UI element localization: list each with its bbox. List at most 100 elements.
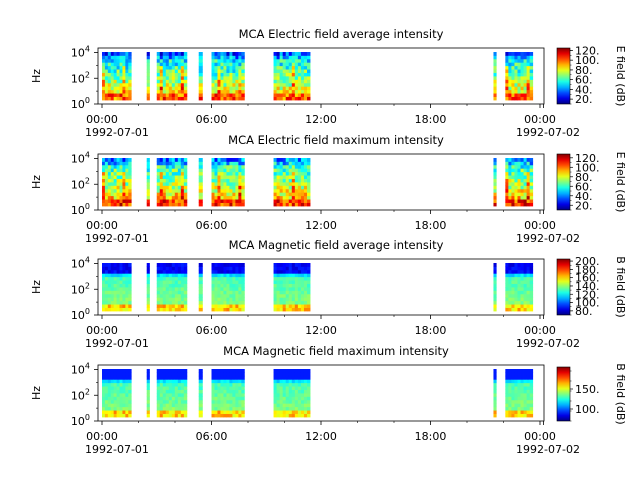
heatmap-cell: [238, 396, 242, 401]
heatmap-cell: [104, 158, 109, 162]
heatmap-cell: [180, 393, 185, 397]
heatmap-cell: [529, 185, 534, 190]
heatmap-cell: [273, 86, 277, 91]
heatmap-cell: [303, 300, 308, 305]
heatmap-cell: [517, 276, 521, 281]
heatmap-cell: [511, 52, 515, 56]
heatmap-cell: [128, 369, 132, 373]
heatmap-cell: [122, 195, 126, 200]
heatmap-cell: [177, 171, 182, 176]
heatmap-cell: [288, 171, 293, 176]
heatmap-cell: [171, 89, 176, 94]
heatmap-cell: [183, 79, 188, 84]
heatmap-cell: [180, 62, 185, 67]
heatmap-cell: [211, 65, 215, 70]
heatmap-cell: [214, 62, 218, 67]
heatmap-cell: [291, 307, 296, 312]
heatmap-cell: [493, 403, 497, 408]
heatmap-cell: [119, 273, 123, 278]
heatmap-cell: [110, 72, 115, 77]
heatmap-cell: [220, 52, 224, 56]
heatmap-cell: [223, 276, 227, 281]
heatmap-cell: [226, 300, 230, 305]
heatmap-cell: [238, 171, 242, 176]
heatmap-cell: [529, 89, 534, 94]
heatmap-cell: [220, 283, 224, 288]
heatmap-cell: [282, 393, 287, 397]
x-tick-label: 00:00: [524, 219, 556, 232]
heatmap-cell: [168, 195, 173, 200]
heatmap-cell: [177, 293, 182, 298]
heatmap-cell: [493, 379, 497, 384]
heatmap-cell: [232, 382, 236, 387]
heatmap-cell: [171, 413, 176, 418]
heatmap-cell: [226, 79, 230, 84]
heatmap-cell: [128, 182, 132, 186]
heatmap-cell: [198, 297, 203, 302]
heatmap-cell: [104, 65, 109, 70]
heatmap-cell: [511, 382, 515, 387]
heatmap-cell: [523, 188, 528, 193]
heatmap-cell: [514, 178, 518, 183]
heatmap-cell: [238, 399, 242, 404]
heatmap-cell: [146, 399, 150, 404]
heatmap-cell: [128, 406, 132, 411]
heatmap-cell: [285, 185, 290, 190]
heatmap-cell: [146, 62, 150, 67]
heatmap-cell: [493, 300, 497, 305]
heatmap-cell: [168, 178, 173, 183]
heatmap-cell: [235, 72, 239, 77]
heatmap-cell: [508, 287, 512, 291]
heatmap-cell: [220, 263, 224, 267]
heatmap-cell: [180, 375, 185, 380]
heatmap-cell: [113, 202, 117, 207]
heatmap-cell: [104, 406, 109, 411]
heatmap-cell: [156, 158, 161, 162]
heatmap-cell: [505, 79, 509, 84]
heatmap-cell: [511, 76, 515, 80]
x-tick-label: 00:00: [86, 113, 118, 126]
heatmap-cell: [156, 168, 161, 173]
heatmap-cell: [168, 65, 173, 70]
heatmap-cell: [297, 52, 302, 56]
heatmap-cell: [273, 379, 277, 384]
heatmap-cell: [307, 393, 311, 397]
heatmap-cell: [300, 396, 305, 401]
heatmap-cell: [300, 55, 305, 60]
heatmap-cell: [183, 290, 188, 295]
heatmap-cell: [128, 52, 132, 56]
heatmap-cell: [276, 76, 281, 80]
heatmap-cell: [241, 283, 245, 288]
heatmap-cell: [214, 72, 218, 77]
heatmap-cell: [171, 55, 176, 60]
heatmap-cell: [177, 175, 182, 179]
heatmap-cell: [211, 89, 215, 94]
heatmap-cell: [146, 406, 150, 411]
heatmap-cell: [146, 287, 150, 291]
heatmap-cell: [294, 164, 299, 169]
heatmap-cell: [180, 168, 185, 173]
heatmap-cell: [174, 89, 179, 94]
heatmap-cell: [291, 79, 296, 84]
heatmap-cell: [104, 399, 109, 404]
heatmap-cell: [125, 372, 129, 377]
heatmap-cell: [226, 269, 230, 274]
heatmap-cell: [526, 195, 531, 200]
chart-panel-1: MCA Electric field average intensityHz10…: [30, 27, 627, 139]
heatmap-cell: [102, 375, 106, 380]
heatmap-cell: [223, 297, 227, 302]
heatmap-cell: [198, 168, 203, 173]
heatmap-cell: [180, 399, 185, 404]
heatmap-cell: [162, 399, 167, 404]
heatmap-cell: [276, 280, 281, 284]
heatmap-cell: [174, 293, 179, 298]
heatmap-cell: [285, 283, 290, 288]
heatmap-cell: [235, 375, 239, 380]
heatmap-cell: [273, 263, 277, 267]
heatmap-cell: [217, 182, 221, 186]
heatmap-cell: [220, 399, 224, 404]
heatmap-cell: [273, 399, 277, 404]
heatmap-cell: [146, 273, 150, 278]
heatmap-cell: [288, 396, 293, 401]
heatmap-cell: [165, 276, 170, 281]
